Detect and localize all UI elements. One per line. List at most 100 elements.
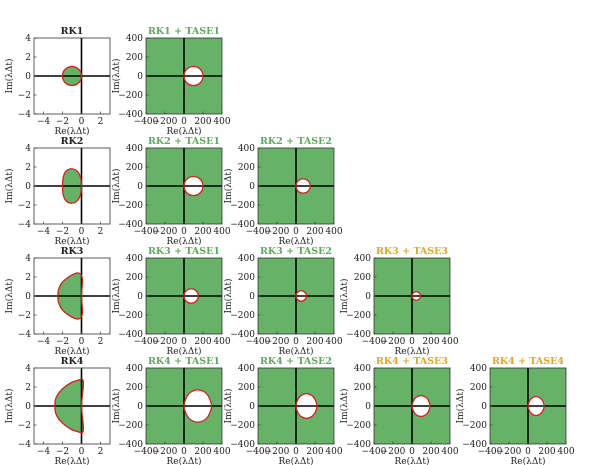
x-axis-label: Re(λΔt) bbox=[55, 346, 90, 357]
y-tick-label: 400 bbox=[470, 364, 487, 374]
y-tick-label: −4 bbox=[18, 440, 32, 450]
y-tick-label: 400 bbox=[238, 144, 255, 154]
y-tick-label: −200 bbox=[118, 421, 143, 431]
y-tick-label: 0 bbox=[249, 292, 255, 302]
y-tick-label: −400 bbox=[230, 440, 255, 450]
x-tick-label: −400 bbox=[246, 227, 271, 237]
x-tick-label: −400 bbox=[134, 227, 159, 237]
y-tick-label: 200 bbox=[354, 273, 371, 283]
x-tick-label: 400 bbox=[325, 227, 342, 237]
x-tick-label: 400 bbox=[213, 227, 230, 237]
stability-boundary bbox=[54, 378, 85, 434]
y-tick-label: 200 bbox=[126, 383, 143, 393]
x-tick-label: 400 bbox=[557, 447, 574, 457]
x-tick-label: −2 bbox=[56, 337, 69, 347]
subplot-rk4: −4 −2 0 2 −4 −2 0 2 4 Re(λΔt) Im(λΔt) RK4 bbox=[4, 356, 111, 465]
y-tick-label: 0 bbox=[25, 402, 31, 412]
x-tick-label: 200 bbox=[306, 227, 323, 237]
x-axis-label: Re(λΔt) bbox=[167, 456, 202, 465]
y-tick-label: −200 bbox=[118, 91, 143, 101]
x-tick-label: −2 bbox=[56, 117, 69, 127]
x-tick-label: 0 bbox=[181, 117, 187, 127]
y-tick-label: 2 bbox=[25, 383, 31, 393]
x-tick-label: 400 bbox=[441, 447, 458, 457]
plot-area bbox=[374, 368, 450, 444]
y-tick-label: 0 bbox=[137, 72, 143, 82]
plot-area bbox=[34, 148, 110, 224]
stability-boundary bbox=[411, 291, 422, 301]
y-tick-label: −400 bbox=[462, 440, 487, 450]
x-tick-label: 2 bbox=[98, 227, 104, 237]
x-tick-label: 400 bbox=[213, 117, 230, 127]
x-tick-label: 0 bbox=[79, 447, 85, 457]
y-tick-label: 2 bbox=[25, 163, 31, 173]
subplot-title: RK4 bbox=[61, 356, 84, 367]
y-tick-label: 2 bbox=[25, 53, 31, 63]
y-tick-label: 0 bbox=[249, 182, 255, 192]
y-tick-label: −2 bbox=[18, 201, 31, 211]
y-tick-label: −400 bbox=[346, 330, 371, 340]
y-tick-label: 400 bbox=[126, 364, 143, 374]
x-tick-label: −200 bbox=[381, 447, 406, 457]
x-tick-label: 0 bbox=[293, 227, 299, 237]
x-tick-label: 0 bbox=[79, 227, 85, 237]
y-tick-label: 0 bbox=[137, 182, 143, 192]
y-tick-label: −400 bbox=[230, 220, 255, 230]
x-tick-label: 0 bbox=[525, 447, 531, 457]
plot-area bbox=[146, 258, 222, 334]
y-tick-label: 200 bbox=[354, 383, 371, 393]
plot-area bbox=[258, 258, 334, 334]
y-axis-label: Im(λΔt) bbox=[111, 279, 122, 314]
y-tick-label: −2 bbox=[18, 91, 31, 101]
x-tick-label: 200 bbox=[194, 227, 211, 237]
x-tick-label: −200 bbox=[153, 337, 178, 347]
x-axis-label: Re(λΔt) bbox=[395, 346, 430, 357]
y-tick-label: −4 bbox=[18, 220, 32, 230]
stability-boundary bbox=[183, 65, 204, 87]
subplot-title: RK4 + TASE2 bbox=[260, 356, 332, 367]
y-tick-label: 0 bbox=[365, 292, 371, 302]
x-tick-label: −2 bbox=[56, 447, 69, 457]
y-tick-label: 0 bbox=[249, 402, 255, 412]
y-tick-label: 200 bbox=[238, 273, 255, 283]
y-tick-label: −4 bbox=[18, 110, 32, 120]
x-tick-label: −400 bbox=[362, 447, 387, 457]
y-tick-label: 4 bbox=[25, 364, 31, 374]
plot-area bbox=[490, 368, 566, 444]
x-tick-label: −200 bbox=[265, 447, 290, 457]
x-tick-label: 0 bbox=[181, 447, 187, 457]
x-tick-label: 0 bbox=[293, 447, 299, 457]
x-tick-label: −200 bbox=[153, 117, 178, 127]
x-tick-label: −4 bbox=[37, 227, 51, 237]
subplot-title: RK3 + TASE3 bbox=[376, 246, 448, 257]
stability-boundary bbox=[295, 290, 308, 302]
y-tick-label: −200 bbox=[346, 421, 371, 431]
x-tick-label: 200 bbox=[194, 117, 211, 127]
plot-area bbox=[34, 38, 110, 114]
y-tick-label: −400 bbox=[118, 330, 143, 340]
y-axis-label: Im(λΔt) bbox=[4, 169, 15, 204]
stability-boundary bbox=[527, 395, 545, 417]
y-tick-label: −200 bbox=[230, 201, 255, 211]
x-tick-label: −200 bbox=[381, 337, 406, 347]
y-tick-label: −400 bbox=[118, 440, 143, 450]
x-tick-label: 400 bbox=[213, 447, 230, 457]
y-tick-label: 200 bbox=[238, 383, 255, 393]
subplot-rk3-tase3: −400−200 0 200 400−400−2000200400Re(λΔt)Im(… bbox=[339, 246, 459, 357]
y-tick-label: 0 bbox=[25, 182, 31, 192]
y-tick-label: 400 bbox=[126, 144, 143, 154]
x-tick-label: −400 bbox=[478, 447, 503, 457]
y-tick-label: 400 bbox=[126, 34, 143, 44]
stability-boundary bbox=[183, 288, 199, 304]
x-tick-label: 200 bbox=[538, 447, 555, 457]
x-tick-label: −400 bbox=[362, 337, 387, 347]
y-tick-label: 4 bbox=[25, 34, 31, 44]
stability-boundary bbox=[61, 65, 83, 87]
x-axis-label: Re(λΔt) bbox=[55, 126, 90, 137]
y-axis-label: Im(λΔt) bbox=[4, 279, 15, 314]
x-tick-label: 400 bbox=[325, 447, 342, 457]
y-tick-label: 200 bbox=[126, 163, 143, 173]
stability-boundary bbox=[57, 272, 84, 320]
y-tick-label: −400 bbox=[118, 220, 143, 230]
subplot-title: RK1 + TASE1 bbox=[148, 26, 220, 37]
